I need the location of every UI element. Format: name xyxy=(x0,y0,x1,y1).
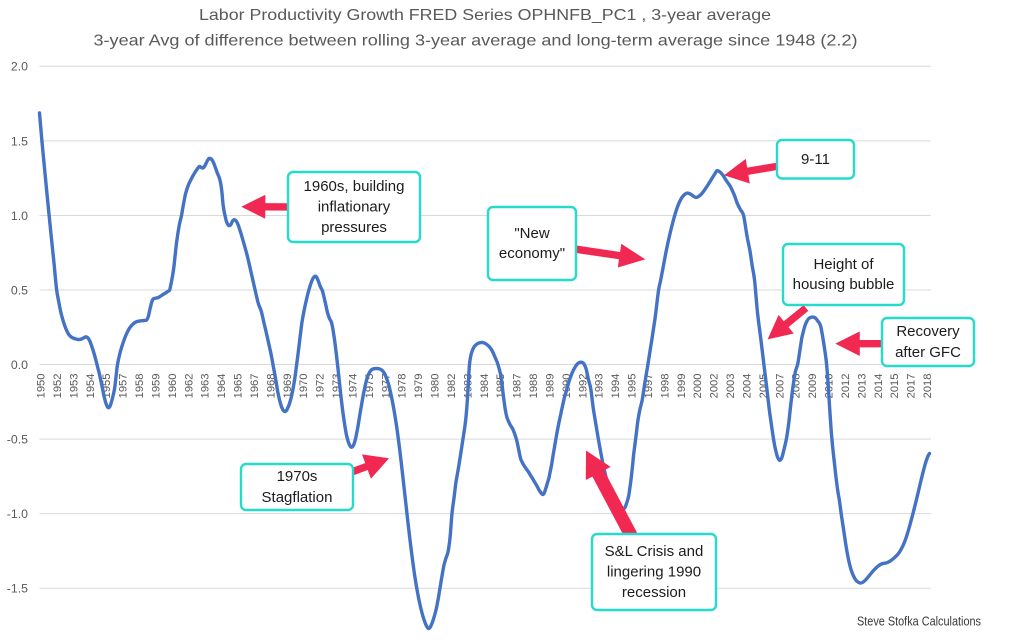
svg-text:2015: 2015 xyxy=(889,374,901,399)
svg-text:1988: 1988 xyxy=(528,374,540,399)
svg-text:1978: 1978 xyxy=(397,374,409,399)
svg-text:1982: 1982 xyxy=(446,374,458,399)
svg-text:1960s, building: 1960s, building xyxy=(304,178,405,195)
svg-text:2.0: 2.0 xyxy=(11,60,28,74)
svg-text:1980: 1980 xyxy=(430,374,442,399)
svg-text:S&L Crisis and: S&L Crisis and xyxy=(605,543,704,560)
svg-text:2014: 2014 xyxy=(873,374,885,399)
svg-text:1972: 1972 xyxy=(315,374,327,399)
svg-text:1992: 1992 xyxy=(577,374,589,399)
svg-text:"New: "New xyxy=(514,225,549,242)
svg-text:1957: 1957 xyxy=(118,374,130,399)
svg-text:0.5: 0.5 xyxy=(11,283,28,297)
svg-text:-0.5: -0.5 xyxy=(7,433,28,447)
svg-text:1953: 1953 xyxy=(68,374,80,399)
svg-text:1995: 1995 xyxy=(627,374,639,399)
svg-text:3-year Avg of difference betwe: 3-year Avg of difference between rolling… xyxy=(94,33,858,50)
svg-text:inflationary: inflationary xyxy=(318,199,391,216)
svg-text:2018: 2018 xyxy=(922,374,934,399)
svg-text:2012: 2012 xyxy=(840,374,852,399)
svg-text:2009: 2009 xyxy=(807,374,819,399)
svg-text:1987: 1987 xyxy=(512,374,524,399)
svg-text:2007: 2007 xyxy=(774,374,786,399)
svg-text:1963: 1963 xyxy=(200,374,212,399)
svg-text:1970s: 1970s xyxy=(277,468,318,485)
svg-text:1974: 1974 xyxy=(347,374,359,399)
svg-text:9-11: 9-11 xyxy=(801,151,830,168)
svg-text:1965: 1965 xyxy=(233,374,245,399)
svg-text:economy": economy" xyxy=(499,245,565,262)
svg-text:1967: 1967 xyxy=(249,374,261,399)
svg-text:1984: 1984 xyxy=(479,374,491,399)
svg-text:2017: 2017 xyxy=(906,374,918,399)
svg-text:after GFC: after GFC xyxy=(895,344,961,361)
svg-text:1960: 1960 xyxy=(167,374,179,399)
svg-text:Labor Productivity Growth FRED: Labor Productivity Growth FRED Series OP… xyxy=(199,7,771,24)
svg-text:1964: 1964 xyxy=(216,374,228,399)
svg-text:1994: 1994 xyxy=(610,374,622,399)
svg-text:Height of: Height of xyxy=(813,256,874,273)
svg-text:0.0: 0.0 xyxy=(11,358,28,372)
svg-text:1.0: 1.0 xyxy=(11,209,28,223)
svg-text:1954: 1954 xyxy=(85,374,97,399)
svg-text:Recovery: Recovery xyxy=(896,323,960,340)
svg-text:-1.0: -1.0 xyxy=(7,507,28,521)
svg-text:2000: 2000 xyxy=(692,374,704,399)
svg-text:1.5: 1.5 xyxy=(11,134,28,148)
svg-text:2003: 2003 xyxy=(725,374,737,399)
svg-text:lingering 1990: lingering 1990 xyxy=(607,564,701,581)
svg-text:-1.5: -1.5 xyxy=(7,582,28,596)
svg-text:pressures: pressures xyxy=(321,219,387,236)
svg-text:1958: 1958 xyxy=(134,374,146,399)
svg-text:1998: 1998 xyxy=(659,374,671,399)
svg-text:2002: 2002 xyxy=(709,374,721,399)
svg-text:1950: 1950 xyxy=(36,374,48,399)
svg-text:recession: recession xyxy=(622,584,686,601)
svg-text:1989: 1989 xyxy=(544,374,556,399)
svg-text:Stagflation: Stagflation xyxy=(262,489,333,506)
svg-text:Steve Stofka Calculations: Steve Stofka Calculations xyxy=(857,614,981,628)
svg-text:housing bubble: housing bubble xyxy=(793,276,895,293)
svg-text:1993: 1993 xyxy=(594,374,606,399)
svg-text:2004: 2004 xyxy=(741,374,753,399)
svg-text:1959: 1959 xyxy=(150,374,162,399)
svg-text:1970: 1970 xyxy=(298,374,310,399)
svg-text:1999: 1999 xyxy=(676,374,688,399)
svg-text:1962: 1962 xyxy=(183,374,195,399)
svg-text:2013: 2013 xyxy=(856,374,868,399)
svg-text:1952: 1952 xyxy=(52,374,64,399)
svg-text:1979: 1979 xyxy=(413,374,425,399)
